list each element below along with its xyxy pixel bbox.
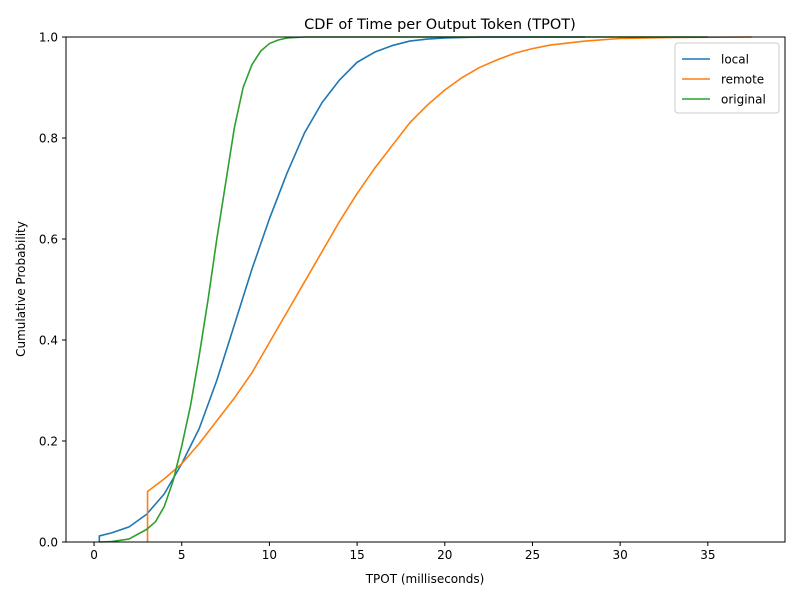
y-axis-ticks: 0.0 0.2 0.4 0.6 0.8 1.0 [39,31,66,550]
x-tick-label: 30 [613,548,628,562]
legend-label-remote: remote [721,73,764,87]
series-line-remote [146,36,752,542]
x-axis-ticks: 0 5 10 15 20 25 30 35 [90,542,715,562]
y-tick-label: 0.0 [39,536,58,550]
plot-frame [65,36,786,543]
x-tick-label: 20 [437,548,452,562]
y-tick-label: 0.6 [39,233,58,247]
x-tick-label: 0 [90,548,98,562]
y-axis-label: Cumulative Probability [14,221,28,357]
x-tick-label: 5 [178,548,186,562]
y-tick-label: 0.4 [39,334,58,348]
series-line-original [99,36,708,543]
x-tick-label: 35 [700,548,715,562]
x-axis-label: TPOT (milliseconds) [365,572,485,586]
y-tick-label: 0.8 [39,132,58,146]
series-line-local [98,36,586,542]
x-tick-label: 10 [262,548,277,562]
legend-box [674,42,780,114]
series-layer [98,36,752,543]
y-tick-label: 0.2 [39,435,58,449]
x-tick-label: 25 [525,548,540,562]
x-tick-label: 15 [349,548,364,562]
chart-title: CDF of Time per Output Token (TPOT) [304,17,576,33]
y-tick-label: 1.0 [39,31,58,45]
legend-label-local: local [721,53,749,67]
legend-label-original: original [721,93,766,107]
legend: local remote original [674,42,780,114]
